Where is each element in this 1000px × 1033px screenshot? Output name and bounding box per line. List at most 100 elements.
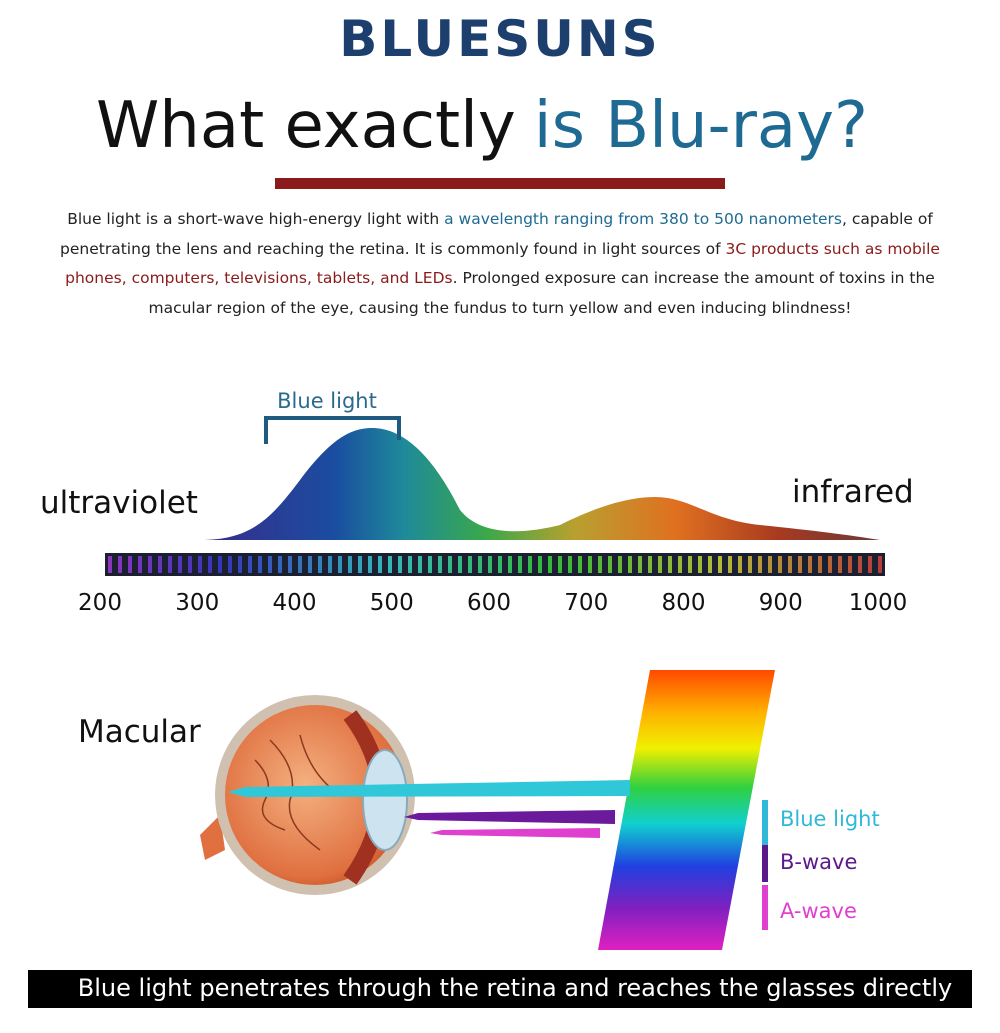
- stripe: [358, 556, 362, 573]
- stripe: [248, 556, 252, 573]
- stripe: [138, 556, 142, 573]
- stripe: [848, 556, 852, 573]
- scale-label: 1000: [849, 590, 908, 616]
- stripe: [298, 556, 302, 573]
- stripe: [128, 556, 132, 573]
- stripe: [638, 556, 642, 573]
- stripe: [628, 556, 632, 573]
- stripe: [228, 556, 232, 573]
- stripe: [438, 556, 442, 573]
- stripe: [448, 556, 452, 573]
- brand: BLUESUNS: [339, 10, 660, 68]
- stripe: [878, 556, 882, 573]
- stripe: [188, 556, 192, 573]
- stripe: [398, 556, 402, 573]
- stripe: [458, 556, 462, 573]
- stripe: [648, 556, 652, 573]
- stripe: [308, 556, 312, 573]
- divider: [275, 178, 725, 189]
- arrow-a: [430, 828, 600, 838]
- legend-swatch: [762, 885, 768, 930]
- stripe: [798, 556, 802, 573]
- scale-label: 800: [662, 590, 706, 616]
- scale-label: 300: [175, 590, 219, 616]
- stripe: [408, 556, 412, 573]
- stripe: [328, 556, 332, 573]
- stripe: [418, 556, 422, 573]
- stripe: [258, 556, 262, 573]
- stripe: [238, 556, 242, 573]
- text: . Prolonged exposure can increase the am…: [148, 269, 935, 317]
- stripe: [588, 556, 592, 573]
- lens: [362, 749, 408, 851]
- legend-label: A-wave: [780, 899, 857, 923]
- stripe: [378, 556, 382, 573]
- stripe: [388, 556, 392, 573]
- paragraph: Blue light is a short-wave high-energy l…: [50, 205, 950, 323]
- stripe: [778, 556, 782, 573]
- stripe: [578, 556, 582, 573]
- stripe: [738, 556, 742, 573]
- stripe: [858, 556, 862, 573]
- stripe: [868, 556, 872, 573]
- stripe: [828, 556, 832, 573]
- stripe: [108, 556, 112, 573]
- rainbow: [598, 670, 775, 950]
- stripe: [708, 556, 712, 573]
- stripe: [508, 556, 512, 573]
- spectrum-curve: [200, 428, 880, 540]
- stripe: [168, 556, 172, 573]
- stripe: [338, 556, 342, 573]
- scale: 200 300 400 500 600 700 800 900 1000: [78, 590, 907, 616]
- stripe: [538, 556, 542, 573]
- title: What exactly is Blu-ray?: [96, 89, 868, 163]
- legend-swatch: [762, 800, 768, 845]
- stripe: [748, 556, 752, 573]
- stripe: [668, 556, 672, 573]
- stripe: [268, 556, 272, 573]
- stripe: [718, 556, 722, 573]
- stripe: [218, 556, 222, 573]
- stripe: [278, 556, 282, 573]
- stripe: [598, 556, 602, 573]
- uv-label: ultraviolet: [40, 485, 198, 521]
- bracket: [264, 416, 401, 444]
- legend-label: B-wave: [780, 850, 857, 874]
- stripe: [118, 556, 122, 573]
- optic-nerve: [200, 815, 225, 860]
- legend-label: Blue light: [780, 807, 880, 831]
- scale-label: 600: [467, 590, 511, 616]
- arrow-blue: [228, 780, 630, 797]
- scale-label: 700: [564, 590, 608, 616]
- stripe: [838, 556, 842, 573]
- stripe: [618, 556, 622, 573]
- footer: Blue light penetrates through the retina…: [78, 974, 952, 1002]
- scale-label: 900: [759, 590, 803, 616]
- scale-label: 200: [78, 590, 122, 616]
- text-highlight: 3C products such as mobile phones, compu…: [65, 239, 940, 288]
- stripe: [758, 556, 762, 573]
- peak-label: Blue light: [277, 389, 377, 413]
- title-part: What exactly: [96, 89, 516, 163]
- stripe: [688, 556, 692, 573]
- ir-label: infrared: [792, 474, 914, 510]
- stripe: [768, 556, 772, 573]
- stripe: [478, 556, 482, 573]
- stripe: [728, 556, 732, 573]
- stripe: [498, 556, 502, 573]
- stripe: [178, 556, 182, 573]
- title-part: is Blu-ray?: [534, 89, 868, 163]
- arrow-b: [404, 810, 615, 824]
- stripe: [198, 556, 202, 573]
- text: Blue light is a short-wave high-energy l…: [67, 210, 445, 228]
- scale-label: 500: [370, 590, 414, 616]
- footer-bar: [28, 970, 972, 1008]
- stripe: [348, 556, 352, 573]
- stripe: [808, 556, 812, 573]
- stripe: [318, 556, 322, 573]
- stripe: [568, 556, 572, 573]
- text: , capable of penetrating the lens and re…: [60, 210, 933, 258]
- stripe: [818, 556, 822, 573]
- stripe: [518, 556, 522, 573]
